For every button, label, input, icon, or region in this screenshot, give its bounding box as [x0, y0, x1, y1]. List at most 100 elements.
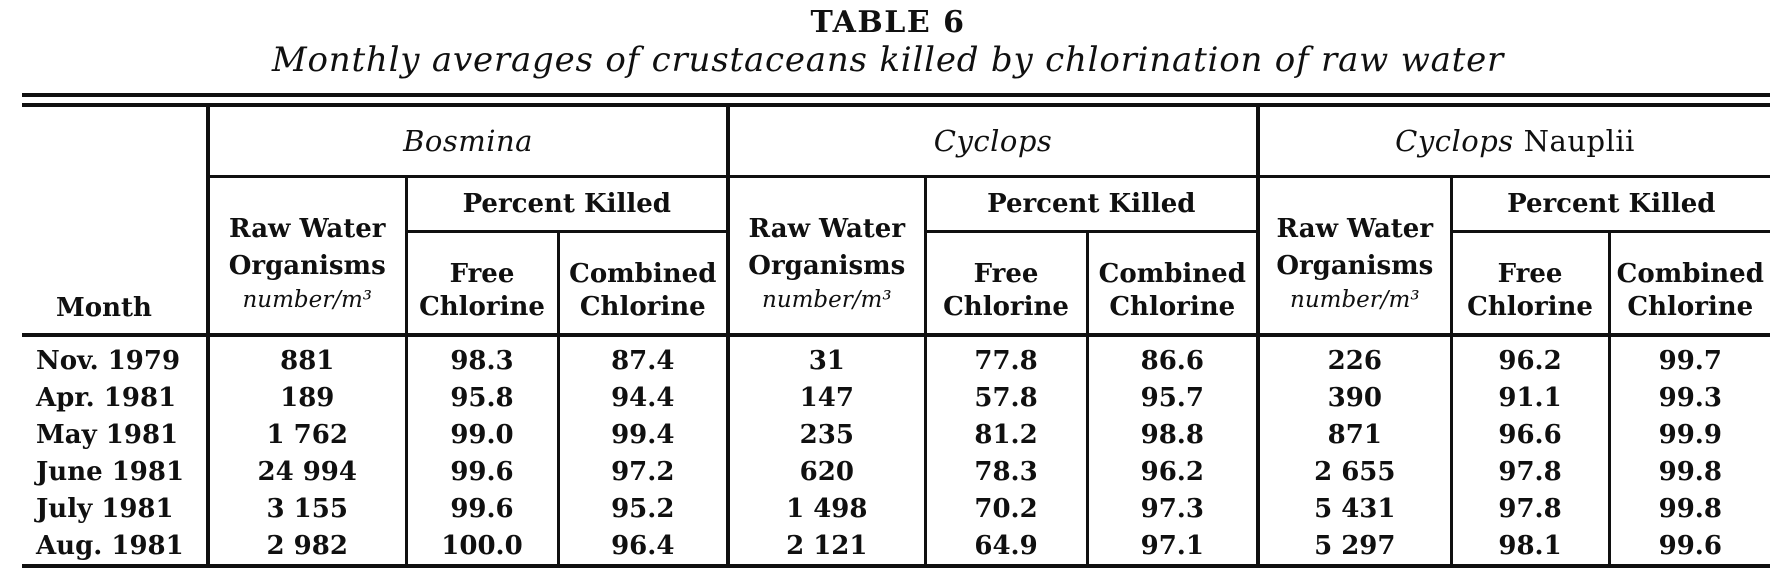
month-cell: Apr. 1981 [22, 379, 210, 417]
value-cell: 235 [728, 416, 927, 454]
value-cell: 3 155 [208, 490, 408, 528]
value-cell: 91.1 [1451, 379, 1611, 417]
value-cell: 5 431 [1258, 490, 1453, 528]
raw-water-line2: Organisms [748, 250, 906, 281]
value-cell: 99.6 [406, 490, 560, 528]
value-cell: 78.3 [925, 453, 1089, 491]
value-cell: 98.8 [1087, 416, 1261, 454]
group-name-roman: Nauplii [1523, 124, 1635, 159]
month-cell: Aug. 1981 [22, 527, 210, 567]
table-subtitle: Monthly averages of crustaceans killed b… [271, 40, 1505, 80]
data-table-container: Month Bosmina Cyclops Cyclops Nauplii Raw… [22, 93, 1771, 569]
value-cell: 99.6 [1658, 530, 1722, 561]
combined-chlorine-header: Combined Chlorine [558, 231, 731, 338]
table-row: June 1981 24 994 99.6 97.2 620 78.3 96.2 2 655 9… [22, 453, 1770, 491]
value-cell: 31 [728, 335, 927, 380]
value-cell: 94.4 [558, 379, 731, 417]
month-cell: May 1981 [22, 416, 210, 454]
month-column-header: Month [22, 105, 210, 338]
percent-killed-header-cyclops: Percent Killed [925, 176, 1261, 234]
value-cell: 99.0 [406, 416, 560, 454]
chlorine-header-row: Free Chlorine Combined Chlorine Free Chl… [22, 231, 1771, 338]
value-cell: 100.0 [406, 527, 560, 567]
value-cell: 99.3 [1658, 382, 1722, 413]
free-chlorine-header: Free Chlorine [406, 231, 560, 338]
table-row: Aug. 1981 2 982 100.0 96.4 2 121 64.9 97.1 5 29… [22, 527, 1770, 567]
raw-water-line1: Raw Water [1276, 214, 1434, 245]
group-header-cyclops: Cyclops [728, 105, 1261, 179]
group-header-cyclops-nauplii: Cyclops Nauplii [1258, 105, 1771, 179]
value-cell: 87.4 [558, 335, 731, 380]
value-cell: 96.6 [1451, 416, 1611, 454]
value-cell: 70.2 [925, 490, 1089, 528]
value-cell: 97.2 [558, 453, 731, 491]
value-cell: 147 [728, 379, 927, 417]
raw-water-line1: Raw Water [748, 214, 906, 245]
percent-killed-header-bosmina: Percent Killed [406, 176, 731, 234]
raw-water-line2: Organisms [228, 250, 386, 281]
value-cell: 95.2 [558, 490, 731, 528]
double-rule-top [22, 93, 1770, 98]
value-cell: 97.8 [1451, 453, 1611, 491]
value-cell: 99.6 [406, 453, 560, 491]
value-cell: 97.1 [1087, 527, 1261, 567]
group-name-italic: Cyclops [1395, 124, 1514, 159]
value-cell: 77.8 [925, 335, 1089, 380]
raw-water-header-nauplii: Raw Water Organisms number/m³ [1258, 176, 1453, 338]
month-cell: June 1981 [22, 453, 210, 491]
value-cell: 57.8 [925, 379, 1089, 417]
value-cell: 2 982 [208, 527, 408, 567]
table-body: Nov. 1979 881 98.3 87.4 31 77.8 86.6 226 96.2 99.… [22, 335, 1770, 567]
value-cell: 1 762 [208, 416, 408, 454]
table-header: Month Bosmina Cyclops Cyclops Nauplii Raw… [22, 105, 1771, 338]
value-cell: 97.3 [1087, 490, 1261, 528]
value-cell: 99.8 [1658, 456, 1722, 487]
month-cell: Nov. 1979 [22, 335, 210, 380]
value-cell: 96.4 [558, 527, 731, 567]
table-row: July 1981 3 155 99.6 95.2 1 498 70.2 97.3 5 431… [22, 490, 1770, 528]
value-cell: 24 994 [208, 453, 408, 491]
raw-water-unit: number/m³ [1290, 287, 1420, 314]
value-cell: 99.7 [1658, 345, 1722, 376]
value-cell: 98.1 [1451, 527, 1611, 567]
value-cell: 86.6 [1087, 335, 1261, 380]
group-header-row: Month Bosmina Cyclops Cyclops Nauplii [22, 105, 1771, 338]
raw-water-line1: Raw Water [228, 214, 386, 245]
value-cell: 189 [208, 379, 408, 417]
value-cell: 390 [1258, 379, 1453, 417]
table-row: Apr. 1981 189 95.8 94.4 147 57.8 95.7 390 91.1 99… [22, 379, 1770, 417]
value-cell: 95.7 [1087, 379, 1261, 417]
combined-chlorine-header: Combined Chlorine [1609, 231, 1771, 338]
percent-killed-header-nauplii: Percent Killed [1451, 176, 1771, 234]
subheader-row: Raw Water Organisms number/m³ Percent Ki… [22, 176, 1771, 338]
value-cell: 97.8 [1451, 490, 1611, 528]
month-cell: July 1981 [22, 490, 210, 528]
value-cell: 96.2 [1451, 335, 1611, 380]
value-cell: 5 297 [1258, 527, 1453, 567]
value-cell: 99.9 [1658, 419, 1722, 450]
value-cell: 98.3 [406, 335, 560, 380]
raw-water-line2: Organisms [1276, 250, 1434, 281]
free-chlorine-header: Free Chlorine [1451, 231, 1611, 338]
value-cell: 1 498 [728, 490, 927, 528]
value-cell: 64.9 [925, 527, 1089, 567]
raw-water-header-bosmina: Raw Water Organisms number/m³ [208, 176, 408, 338]
group-name-italic: Bosmina [403, 124, 533, 159]
value-cell: 99.8 [1658, 493, 1722, 524]
value-cell: 2 655 [1258, 453, 1453, 491]
table-title: TABLE 6 [810, 5, 966, 40]
value-cell: 96.2 [1087, 453, 1261, 491]
value-cell: 81.2 [925, 416, 1089, 454]
value-cell: 2 121 [728, 527, 927, 567]
table-row: Nov. 1979 881 98.3 87.4 31 77.8 86.6 226 96.2 99.… [22, 335, 1770, 380]
group-header-bosmina: Bosmina [208, 105, 731, 179]
table-row: May 1981 1 762 99.0 99.4 235 81.2 98.8 871 96.6 9… [22, 416, 1770, 454]
raw-water-unit: number/m³ [762, 287, 892, 314]
value-cell: 881 [208, 335, 408, 380]
free-chlorine-header: Free Chlorine [925, 231, 1089, 338]
value-cell: 95.8 [406, 379, 560, 417]
raw-water-unit: number/m³ [242, 287, 373, 314]
group-name-italic: Cyclops [933, 124, 1053, 159]
value-cell: 620 [728, 453, 927, 491]
